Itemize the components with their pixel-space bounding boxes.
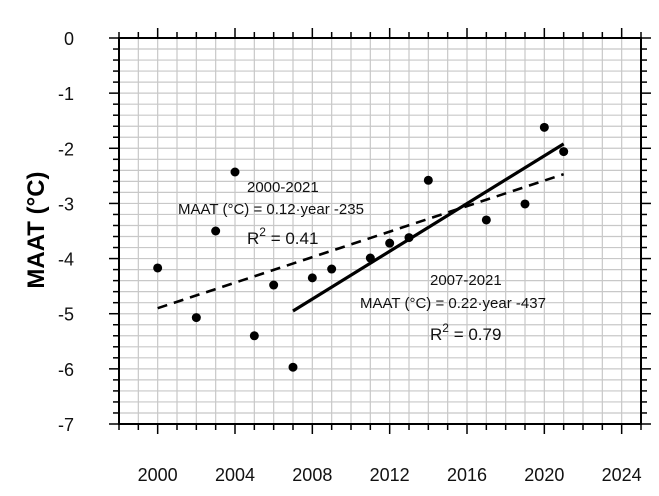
x-tick-label: 2016 bbox=[447, 465, 487, 485]
data-point bbox=[327, 264, 337, 274]
plot-frame bbox=[118, 37, 642, 425]
trendline-2 bbox=[292, 142, 565, 313]
data-point bbox=[269, 280, 279, 290]
y-tick-label: 0 bbox=[64, 29, 74, 49]
x-tick-label: 2004 bbox=[215, 465, 255, 485]
trend1-period-label: 2000-2021 bbox=[247, 179, 319, 196]
y-tick-label: -6 bbox=[58, 360, 74, 380]
x-tick-label: 2024 bbox=[602, 465, 642, 485]
trendline-1 bbox=[157, 172, 565, 310]
y-tick-label: -2 bbox=[58, 139, 74, 159]
y-tick-label: -4 bbox=[58, 250, 74, 270]
y-tick-label: -5 bbox=[58, 305, 74, 325]
data-point bbox=[559, 147, 569, 157]
trend1-r2-label: R2 = 0.41 bbox=[247, 225, 318, 248]
data-point bbox=[249, 331, 259, 341]
x-tick-label: 2012 bbox=[370, 465, 410, 485]
y-tick-label: -1 bbox=[58, 84, 74, 104]
data-point bbox=[153, 263, 163, 273]
y-axis-label: MAAT (°C) bbox=[23, 171, 50, 288]
x-tick-label: 2020 bbox=[524, 465, 564, 485]
data-point bbox=[307, 273, 317, 283]
data-point bbox=[230, 167, 240, 177]
y-tick-label: -3 bbox=[58, 194, 74, 214]
data-point bbox=[211, 226, 221, 236]
data-points bbox=[153, 122, 569, 372]
trend2-period-label: 2007-2021 bbox=[430, 272, 502, 289]
data-point bbox=[365, 253, 375, 263]
x-tick-label: 2008 bbox=[292, 465, 332, 485]
trend2-equation-label: MAAT (°C) = 0.22·year -437 bbox=[360, 295, 546, 312]
trendlines bbox=[157, 142, 565, 313]
data-point bbox=[385, 238, 395, 248]
data-point bbox=[288, 362, 298, 372]
data-point bbox=[404, 233, 414, 243]
data-point bbox=[191, 313, 201, 323]
trend2-r2-label: R2 = 0.79 bbox=[430, 321, 501, 344]
annotations: MAAT (°C) 2000-2021 MAAT (°C) = 0.12·yea… bbox=[23, 171, 546, 344]
y-tick-label: -7 bbox=[58, 415, 74, 435]
data-point bbox=[423, 175, 433, 185]
data-point bbox=[539, 122, 549, 132]
data-point bbox=[520, 199, 530, 209]
data-point bbox=[481, 215, 491, 225]
axes: 2000 2004 2008 2012 2016 2020 2024 0 -1 -2 -3 -4 -5 -… bbox=[58, 28, 651, 485]
trend1-equation-label: MAAT (°C) = 0.12·year -235 bbox=[178, 201, 364, 218]
x-tick-label: 2000 bbox=[138, 465, 178, 485]
grid bbox=[118, 37, 642, 425]
